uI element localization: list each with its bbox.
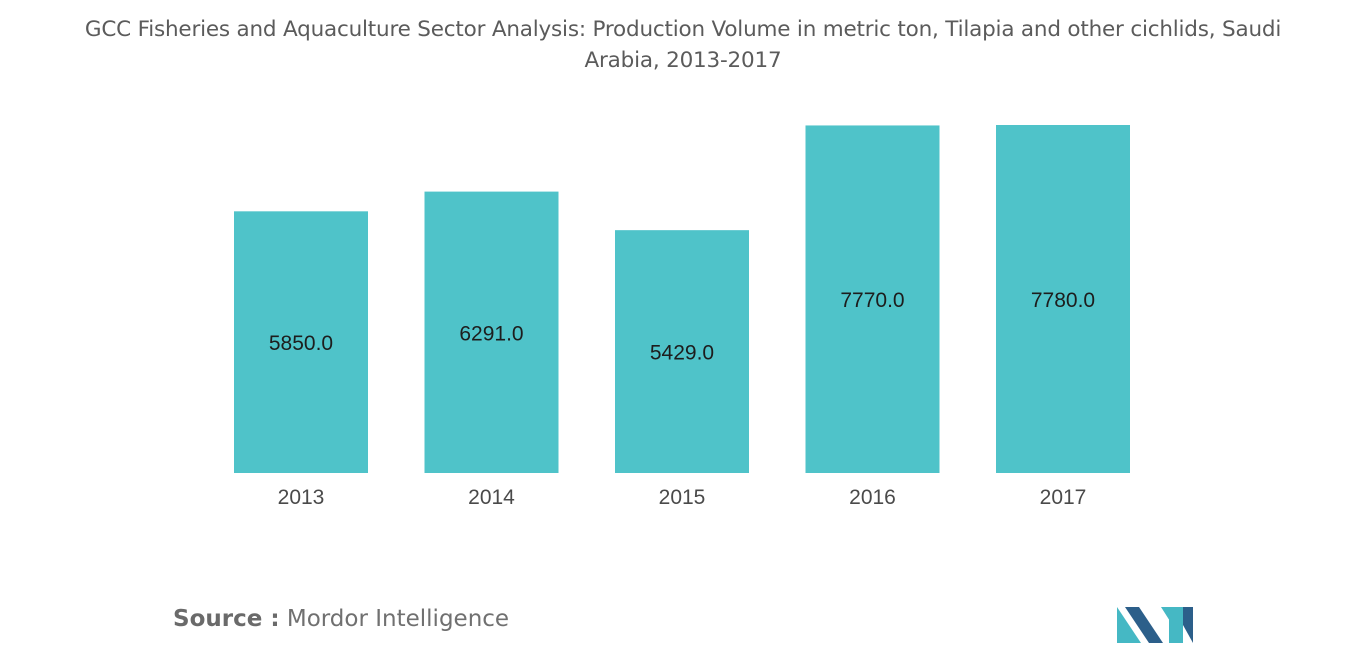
bar-value-label-2015: 5429.0 xyxy=(650,342,714,365)
bars-layer xyxy=(234,125,1130,474)
mordor-intelligence-logo-icon xyxy=(1117,607,1193,643)
source-value: Mordor Intelligence xyxy=(286,606,510,632)
bar-2015 xyxy=(615,230,749,473)
bar-2014 xyxy=(424,191,559,473)
bar-2016 xyxy=(805,125,940,474)
chart-title: GCC Fisheries and Aquaculture Sector Ana… xyxy=(0,14,1366,76)
x-tick-label-2016: 2016 xyxy=(849,486,896,509)
bar-value-label-2013: 5850.0 xyxy=(269,332,333,355)
bar-2017 xyxy=(996,125,1130,473)
x-tick-label-2013: 2013 xyxy=(278,486,325,509)
bar-2013 xyxy=(234,211,368,474)
x-axis-ticks-layer: 2013 2014 2015 2016 2017 xyxy=(278,486,1087,509)
bar-value-label-2017: 7780.0 xyxy=(1031,289,1095,312)
x-tick-label-2017: 2017 xyxy=(1040,486,1087,509)
x-tick-label-2014: 2014 xyxy=(468,486,515,509)
value-labels-layer: 5850.0 6291.0 5429.0 7770.0 7780.0 xyxy=(269,289,1095,365)
source-key: Source : xyxy=(173,606,280,632)
source-note: Source : Mordor Intelligence xyxy=(173,606,509,632)
chart-title-line-1: GCC Fisheries and Aquaculture Sector Ana… xyxy=(84,17,1282,42)
bar-value-label-2014: 6291.0 xyxy=(459,322,523,345)
bar-value-label-2016: 7770.0 xyxy=(840,289,904,312)
x-tick-label-2015: 2015 xyxy=(659,486,706,509)
chart-title-line-2: Arabia, 2013-2017 xyxy=(584,48,782,73)
